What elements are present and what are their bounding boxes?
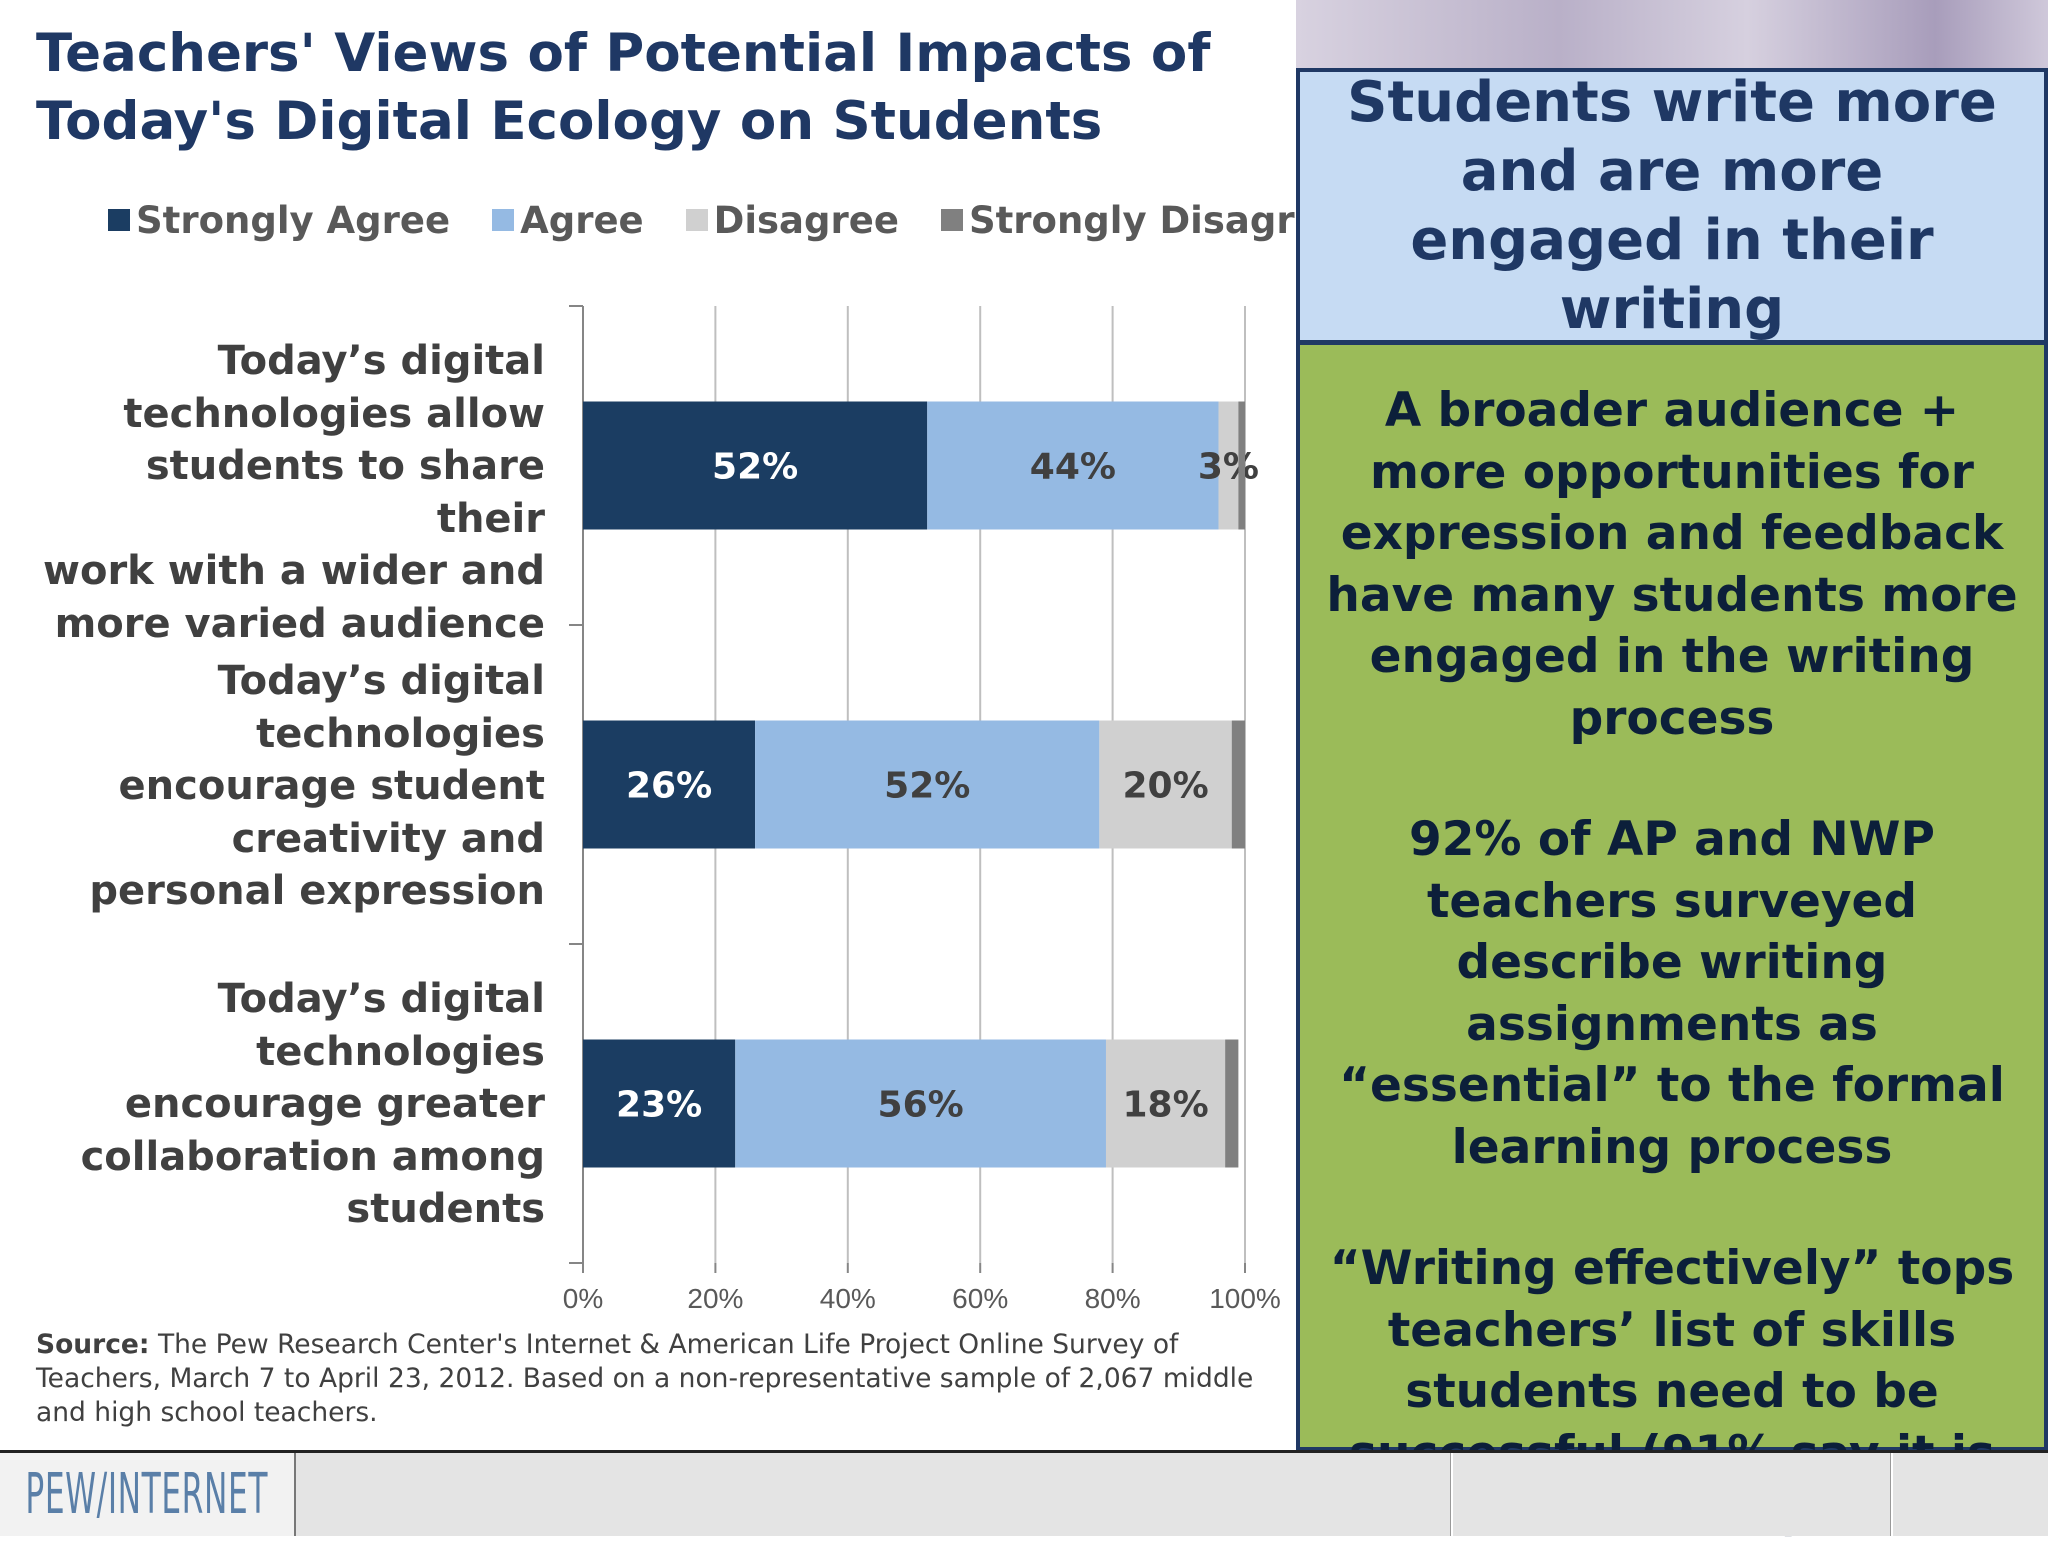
legend: Strongly Agree Agree Disagree Strongly D… [108, 195, 1387, 245]
legend-item-disagree: Disagree [685, 198, 899, 242]
footer-divider [1450, 1453, 1453, 1536]
bar-agree [735, 1039, 1106, 1168]
category-label-line: Today’s digital [217, 658, 545, 704]
source-note: Source: The Pew Research Center's Intern… [36, 1328, 1296, 1430]
title-line-1: Teachers' Views of Potential Impacts of [36, 23, 1211, 84]
data-label: 18% [1122, 1085, 1208, 1126]
finding-audience: A broader audience + more opportunities … [1326, 383, 2018, 746]
x-tick-label: 40% [820, 1283, 876, 1314]
bar-strongly-agree [583, 720, 756, 849]
finding-essential: 92% of AP and NWP teachers surveyed desc… [1339, 812, 2005, 1175]
source-prefix: Source: [36, 1329, 150, 1360]
category-label-1: Today’s digital technologies allow stude… [40, 335, 545, 650]
footer-divider [1890, 1453, 1893, 1536]
bar-strongly-disagree [1231, 720, 1245, 849]
bar-disagree [1099, 720, 1232, 849]
x-tick-label: 0% [563, 1283, 603, 1314]
category-label-3: Today’s digital technologies encourage g… [40, 973, 545, 1236]
data-label: 44% [1030, 447, 1116, 488]
category-label-line: encourage student [118, 763, 545, 809]
data-label: 20% [1122, 766, 1208, 807]
category-label-2: Today’s digital technologies encourage s… [40, 655, 545, 918]
legend-label: Strongly Agree [136, 198, 451, 242]
bar-disagree [1218, 401, 1239, 530]
bar-strongly-agree [583, 401, 928, 530]
footer-bar: PEW/INTERNET [0, 1450, 2048, 1536]
category-label-line: technologies [256, 710, 545, 757]
legend-label: Disagree [713, 198, 899, 242]
category-label-line: collaboration among [80, 1133, 545, 1180]
data-label: 3% [1198, 447, 1259, 488]
panel-findings-box: A broader audience + more opportunities … [1296, 341, 2048, 1542]
source-text: The Pew Research Center's Internet & Ame… [36, 1329, 1254, 1428]
panel-heading: Students write more and are more engaged… [1347, 70, 1997, 342]
category-label-line: students to share their [145, 443, 545, 542]
legend-swatch [492, 209, 515, 231]
legend-swatch [940, 209, 963, 231]
data-label: 23% [616, 1085, 702, 1126]
legend-item-strongly-disagree: Strongly Disagree [940, 198, 1345, 242]
bar-agree [927, 401, 1219, 530]
category-label-line: encourage greater [124, 1081, 545, 1127]
bar-strongly-agree [583, 1039, 736, 1168]
legend-swatch [685, 209, 708, 231]
legend-item-strongly-agree: Strongly Agree [108, 199, 450, 242]
legend-item-agree: Agree [492, 199, 644, 242]
bar-disagree [1105, 1039, 1226, 1168]
data-label: 52% [712, 447, 798, 488]
category-label-line: creativity and [231, 815, 545, 862]
header-photo [1296, 0, 2048, 70]
bar-agree [755, 720, 1100, 849]
category-label-line: more varied audience [54, 600, 545, 647]
category-label-line: technologies [256, 1028, 545, 1075]
category-label-line: personal expression [89, 868, 545, 914]
bar-strongly-disagree [1238, 401, 1245, 530]
x-tick-label: 80% [1085, 1283, 1141, 1314]
x-tick-label: 60% [952, 1283, 1008, 1314]
title-line-2: Today's Digital Ecology on Students [36, 91, 1103, 152]
logo-text: PEW/INTERNET [25, 1462, 269, 1527]
x-tick-label: 20% [687, 1283, 743, 1314]
chart-title: Teachers' Views of Potential Impacts of … [36, 20, 1276, 156]
pew-internet-logo: PEW/INTERNET [0, 1453, 296, 1536]
legend-swatch [108, 209, 130, 231]
category-label-line: work with a wider and [43, 548, 545, 594]
data-label: 56% [878, 1085, 964, 1126]
category-label-line: Today’s digital [217, 976, 545, 1022]
panel-heading-box: Students write more and are more engaged… [1296, 68, 2048, 344]
category-label-line: Today’s digital [217, 338, 545, 384]
category-label-line: technologies allow [123, 390, 545, 437]
data-label: 52% [884, 766, 970, 807]
bar-strongly-disagree [1225, 1039, 1239, 1168]
stacked-bar-chart: 0% 20% 40% 60% 80% 100% 52% 44% 3% 26% 52% 20% 23% 56… [563, 305, 1281, 1314]
legend-label: Agree [520, 198, 644, 242]
category-label-line: students [346, 1186, 545, 1232]
legend-label: Strongly Disagree [968, 198, 1345, 242]
data-label: 26% [626, 766, 712, 807]
x-tick-label: 100% [1209, 1283, 1281, 1314]
